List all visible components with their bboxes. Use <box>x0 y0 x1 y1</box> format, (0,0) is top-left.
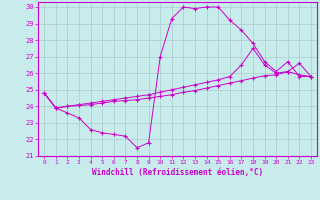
X-axis label: Windchill (Refroidissement éolien,°C): Windchill (Refroidissement éolien,°C) <box>92 168 263 177</box>
